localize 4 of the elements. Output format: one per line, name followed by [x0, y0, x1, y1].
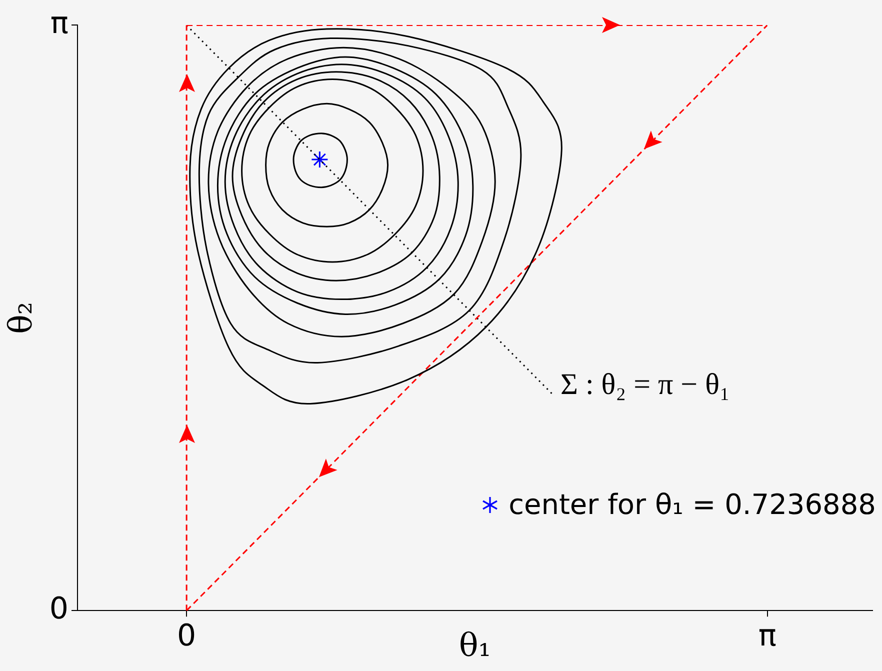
- legend-label: center for θ₁ = 0.7236888: [508, 488, 876, 521]
- x-axis-title: θ₁: [458, 626, 492, 664]
- y-axis-title: θ₂: [2, 302, 40, 334]
- annotation: Σ : θ₂ = π − θ₁: [560, 368, 730, 402]
